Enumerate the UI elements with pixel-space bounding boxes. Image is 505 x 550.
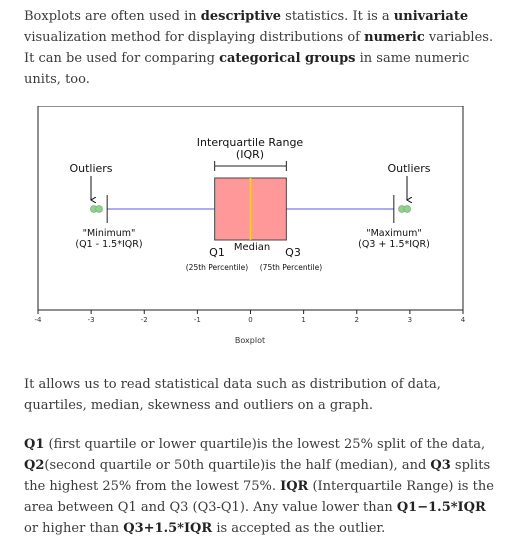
outlier-point	[95, 205, 103, 213]
boxplot-svg: -4 -3 -2 -1 0 1 2 3 4 Interquartile Range (IQR) …	[35, 105, 466, 345]
iqr-subtitle: (IQR)	[236, 148, 264, 161]
maximum-label: "Maximum"	[366, 228, 422, 239]
x-tick-label: 2	[355, 316, 359, 324]
bold-term: Q2	[24, 458, 45, 473]
bold-term: Q3+1.5*IQR	[123, 521, 213, 536]
x-tick-label: -4	[35, 316, 43, 324]
boxplot-figure: -4 -3 -2 -1 0 1 2 3 4 Interquartile Range (IQR) …	[28, 105, 482, 356]
bold-term: descriptive	[200, 9, 282, 24]
x-tick-label: 3	[408, 316, 412, 324]
maximum-formula: (Q3 + 1.5*IQR)	[358, 239, 430, 250]
body-paragraph-3: Q1 (first quartile or lower quartile)is …	[24, 437, 494, 536]
intro-paragraph: Boxplots are often used in descriptive s…	[24, 9, 494, 87]
x-tick-label: -2	[141, 316, 148, 324]
bold-term: numeric	[364, 30, 425, 45]
bold-term: categorical groups	[219, 51, 356, 66]
median-label: Median	[234, 242, 270, 253]
outliers-left-label: Outliers	[69, 162, 112, 175]
bold-term: Q3	[430, 458, 451, 473]
minimum-label: "Minimum"	[83, 228, 136, 239]
bold-term: Q1	[24, 437, 45, 452]
x-tick-label: -1	[194, 316, 201, 324]
x-axis: -4 -3 -2 -1 0 1 2 3 4	[35, 310, 466, 324]
outlier-point	[403, 205, 411, 213]
iqr-title: Interquartile Range	[197, 136, 304, 149]
minimum-formula: (Q1 - 1.5*IQR)	[75, 239, 142, 250]
body-paragraph-2: It allows us to read statistical data su…	[24, 377, 441, 413]
x-tick-label: -3	[88, 316, 95, 324]
outliers-right-label: Outliers	[387, 162, 430, 175]
x-tick-label: 1	[301, 316, 305, 324]
outliers	[90, 205, 411, 213]
x-axis-label: Boxplot	[235, 336, 265, 345]
q1-percentile-label: (25th Percentile)	[186, 263, 249, 272]
x-tick-label: 0	[248, 316, 252, 324]
bold-term: Q1−1.5*IQR	[396, 500, 486, 515]
q3-percentile-label: (75th Percentile)	[260, 263, 323, 272]
q3-label: Q3	[285, 246, 301, 259]
bold-term: univariate	[393, 9, 469, 24]
bold-term: IQR	[280, 479, 309, 494]
q1-label: Q1	[209, 246, 225, 259]
x-tick-label: 4	[461, 316, 466, 324]
